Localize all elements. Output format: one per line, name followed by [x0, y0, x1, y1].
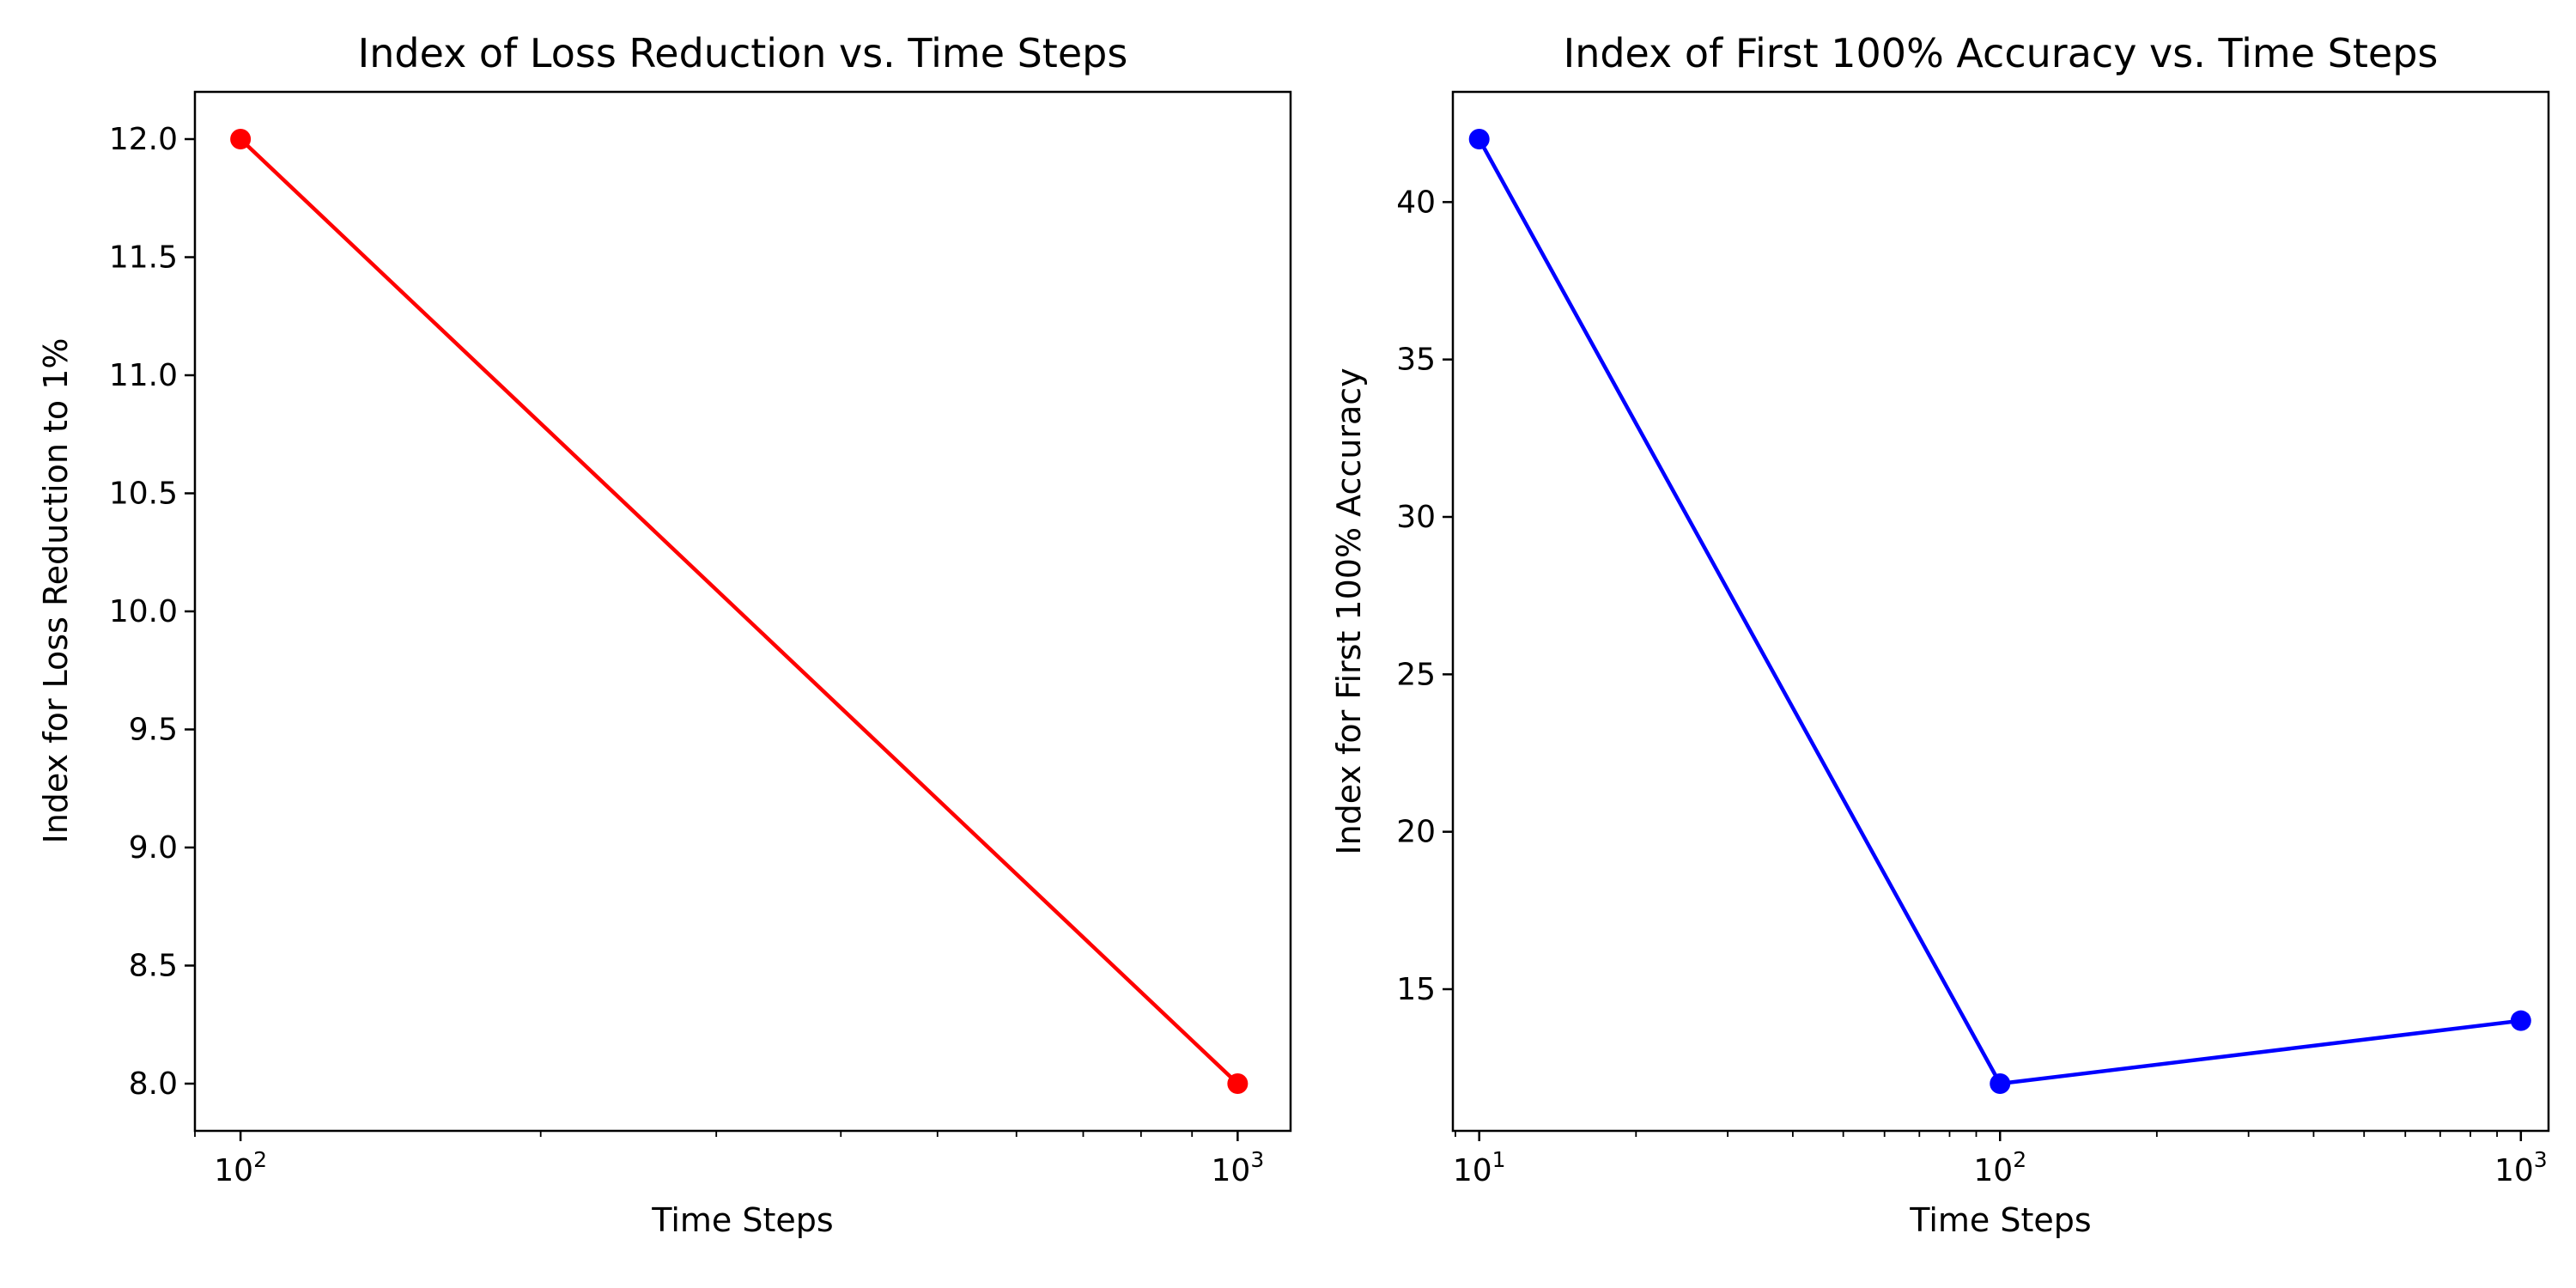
x-tick-label: 102 — [1973, 1147, 2026, 1188]
data-point — [1990, 1073, 2011, 1094]
data-point — [230, 129, 252, 149]
first-accuracy-chart: Index of First 100% Accuracy vs. Time St… — [1330, 30, 2550, 1239]
data-point — [1468, 129, 1490, 149]
series-line — [239, 137, 1239, 1085]
chart-title: Index of First 100% Accuracy vs. Time St… — [1564, 30, 2439, 76]
plot-frame — [193, 90, 1292, 1133]
x-tick-label: 102 — [214, 1147, 267, 1188]
y-tick-label: 8.5 — [129, 949, 178, 984]
tick-marks: 15 20 25 30 35 40 101 102 103 — [1396, 185, 2547, 1188]
tick-marks: 8.0 8.5 9.0 9.5 10.0 10.5 11.0 11.5 12.0 102 103 — [109, 122, 1264, 1188]
y-tick-label: 10.5 — [109, 477, 178, 512]
y-tick-label: 40 — [1396, 185, 1436, 220]
x-tick-label: 101 — [1453, 1147, 1506, 1188]
x-axis-label: Time Steps — [1909, 1201, 2091, 1239]
y-tick-label: 8.0 — [129, 1066, 178, 1102]
y-tick-label: 11.0 — [109, 358, 178, 393]
y-tick-label: 20 — [1396, 815, 1436, 850]
plot-series — [1468, 129, 2531, 1094]
y-tick-label: 10.0 — [109, 594, 178, 629]
y-tick-label: 9.0 — [129, 830, 178, 866]
y-tick-label: 30 — [1396, 500, 1436, 535]
y-tick-label: 11.5 — [109, 240, 178, 276]
x-axis-label: Time Steps — [651, 1201, 833, 1239]
plot-series — [230, 129, 1249, 1094]
plot-frame — [1451, 90, 2550, 1133]
y-tick-label: 12.0 — [109, 122, 178, 157]
loss-reduction-chart: Index of Loss Reduction vs. Time Steps T… — [37, 30, 1292, 1239]
data-point — [2510, 1010, 2531, 1031]
y-axis-label: Index for Loss Reduction to 1% — [37, 338, 75, 844]
x-tick-label: 103 — [2494, 1147, 2548, 1188]
data-point — [1227, 1073, 1249, 1094]
chart-title: Index of Loss Reduction vs. Time Steps — [358, 30, 1128, 76]
y-tick-label: 35 — [1396, 343, 1436, 378]
x-tick-label: 103 — [1212, 1147, 1265, 1188]
y-tick-label: 15 — [1396, 972, 1436, 1007]
y-tick-label: 9.5 — [129, 713, 178, 748]
y-axis-label: Index for First 100% Accuracy — [1330, 368, 1368, 854]
y-tick-label: 25 — [1396, 657, 1436, 692]
